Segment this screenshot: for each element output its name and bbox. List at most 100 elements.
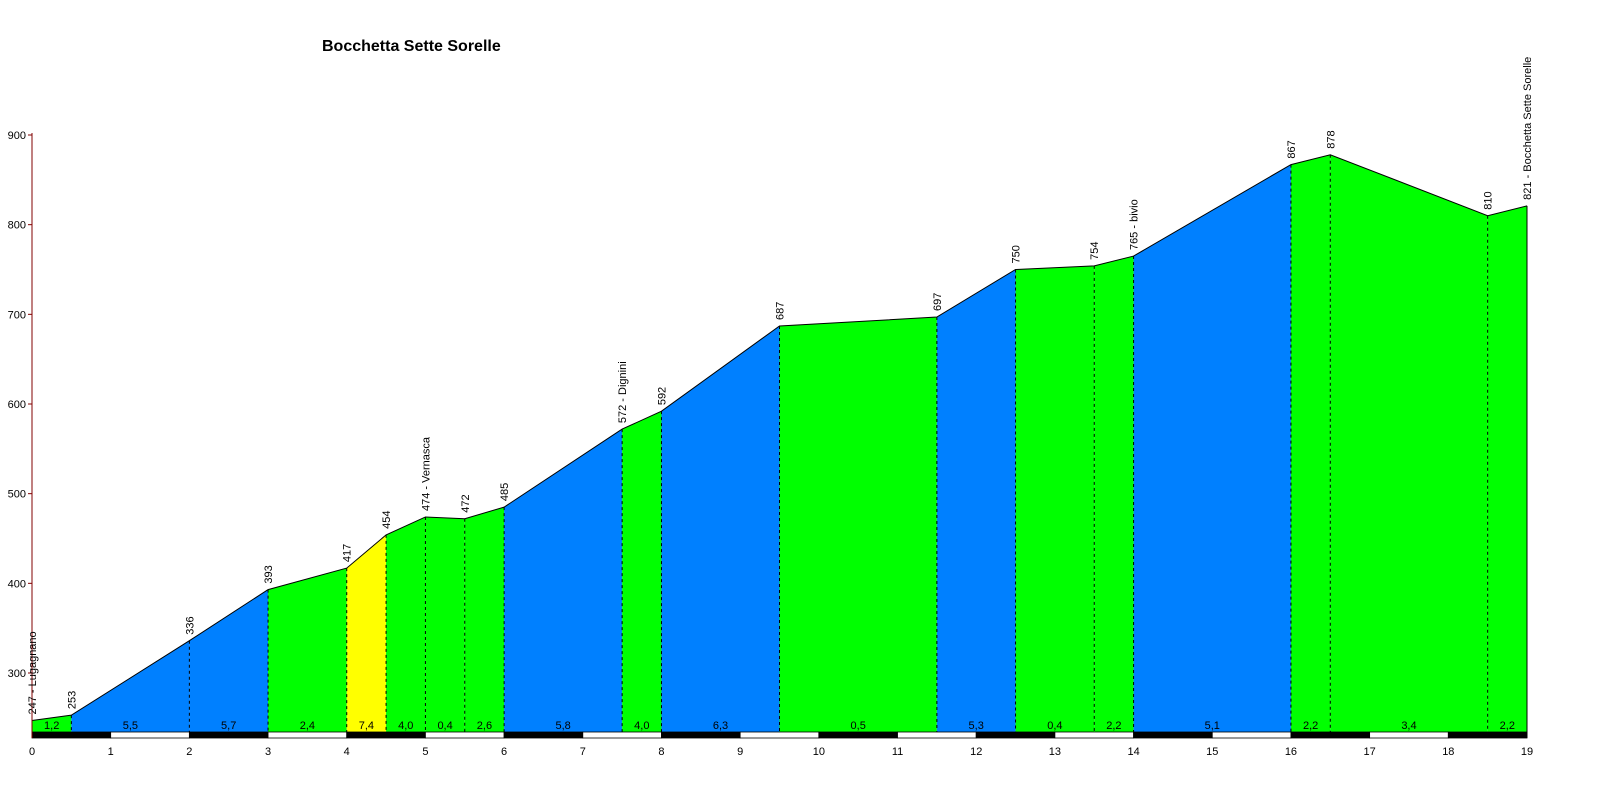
segment-fill-6 <box>386 516 426 732</box>
x-tick-label-19: 19 <box>1521 746 1533 758</box>
x-tick-label-7: 7 <box>580 746 586 758</box>
x-tick-label-11: 11 <box>892 746 903 758</box>
elevation-label-16: 765 - bivio <box>1129 199 1141 250</box>
scale-block-10 <box>818 731 898 739</box>
x-tick-label-4: 4 <box>344 746 350 758</box>
x-tick-label-15: 15 <box>1206 746 1218 758</box>
gradient-label-7: 0,4 <box>437 720 452 732</box>
elevation-label-13: 697 <box>932 293 944 311</box>
gradient-label-17: 2,2 <box>1303 720 1318 732</box>
elevation-label-17: 867 <box>1286 140 1298 158</box>
x-tick-label-17: 17 <box>1364 746 1376 758</box>
elevation-label-8: 472 <box>460 494 472 512</box>
segment-fill-15 <box>1094 256 1134 732</box>
segment-fill-16 <box>1133 164 1291 733</box>
segment-fill-10 <box>622 411 662 732</box>
x-tick-label-8: 8 <box>658 746 664 758</box>
elevation-label-12: 687 <box>775 302 787 320</box>
gradient-label-19: 2,2 <box>1500 720 1515 732</box>
elevation-label-10: 572 - Dignini <box>617 361 629 423</box>
chart-title: Bocchetta Sette Sorelle <box>322 38 501 55</box>
elevation-label-15: 754 <box>1089 242 1101 260</box>
segment-fill-11 <box>661 325 780 732</box>
x-tick-label-1: 1 <box>108 746 114 758</box>
scale-block-16 <box>1290 731 1371 739</box>
segment-dividers <box>70 154 1489 732</box>
gradient-label-18: 3,4 <box>1401 720 1416 732</box>
gradient-label-11: 6,3 <box>713 720 728 732</box>
scale-block-8 <box>661 731 741 739</box>
elevation-label-5: 417 <box>342 544 354 562</box>
x-tick-label-2: 2 <box>186 746 192 758</box>
gradient-label-6: 4,0 <box>398 720 413 732</box>
scale-block-15 <box>1211 731 1292 739</box>
gradient-label-8: 2,6 <box>477 720 492 732</box>
elevation-label-3: 336 <box>184 616 196 634</box>
x-tick-label-16: 16 <box>1285 746 1297 758</box>
scale-block-3 <box>267 731 348 739</box>
elevation-label-14: 750 <box>1011 245 1023 263</box>
gradient-labels: 1,2 5,5 5,7 2,4 7,4 4,0 0,4 2,6 5,8 4,0 6,3 0,5 5,3 0… <box>44 720 1515 732</box>
elevation-labels: 247 - Lugagnano 253 336 393 417 454 474 - Vern… <box>27 57 1534 715</box>
elevation-label-20: 821 - Bocchetta Sette Sorelle <box>1522 57 1534 200</box>
scale-block-0 <box>31 731 112 739</box>
x-tick-label-9: 9 <box>737 746 743 758</box>
scale-block-18 <box>1447 731 1528 739</box>
segment-fill-14 <box>1015 265 1095 732</box>
scale-block-6 <box>503 731 584 739</box>
x-tick-label-0: 0 <box>29 746 35 758</box>
segment-fill-4 <box>268 568 347 732</box>
gradient-label-3: 5,7 <box>221 720 236 732</box>
gradient-label-9: 5,8 <box>555 720 570 732</box>
elevation-label-2: 253 <box>66 691 78 709</box>
segment-fill-3 <box>189 589 269 732</box>
elevation-label-1: 247 - Lugagnano <box>27 631 39 714</box>
x-tick-label-10: 10 <box>813 746 825 758</box>
y-tick-label-600: 600 <box>8 399 26 411</box>
segment-fill-8 <box>464 507 505 732</box>
y-tick-label-700: 700 <box>8 309 26 321</box>
segment-fill-7 <box>425 516 465 732</box>
elevation-label-18: 878 <box>1325 130 1337 148</box>
x-tick-label-3: 3 <box>265 746 271 758</box>
segment-fill-13 <box>936 269 1016 732</box>
scale-block-11 <box>897 731 977 739</box>
x-tick-label-6: 6 <box>501 746 507 758</box>
gradient-label-16: 5,1 <box>1205 720 1220 732</box>
scale-block-1 <box>110 731 190 739</box>
elevation-label-6: 454 <box>381 511 393 529</box>
gradient-label-13: 5,3 <box>969 720 984 732</box>
gradient-label-1: 1,2 <box>44 720 59 732</box>
elevation-label-4: 393 <box>263 565 275 583</box>
gradient-label-14: 0,4 <box>1047 720 1062 732</box>
scale-block-13 <box>1054 731 1134 739</box>
scale-block-7 <box>582 731 662 739</box>
segment-fill-19 <box>1487 205 1527 732</box>
profile-line <box>31 154 1528 722</box>
x-tick-label-5: 5 <box>422 746 428 758</box>
gradient-label-4: 2,4 <box>300 720 315 732</box>
segment-fill-18 <box>1330 154 1488 732</box>
segment-fill-9 <box>504 429 623 732</box>
y-tick-label-800: 800 <box>8 220 26 232</box>
scale-block-4 <box>346 731 426 739</box>
segment-fill-12 <box>779 317 937 732</box>
segment-fill-5 <box>346 534 387 732</box>
elevation-label-11: 592 <box>656 387 668 405</box>
scale-block-5 <box>425 731 505 739</box>
gradient-label-5: 7,4 <box>359 720 374 732</box>
y-tick-label-400: 400 <box>8 578 26 590</box>
gradient-label-12: 0,5 <box>851 720 866 732</box>
y-tick-label-300: 300 <box>8 668 26 680</box>
gradient-label-10: 4,0 <box>634 720 649 732</box>
scale-block-2 <box>188 731 269 739</box>
segment-fill-2 <box>71 640 190 732</box>
distance-scale-bar <box>31 731 1528 739</box>
scale-block-14 <box>1133 731 1213 739</box>
elevation-label-7: 474 - Vernasca <box>420 436 432 511</box>
scale-block-17 <box>1369 731 1449 739</box>
elevation-label-19: 810 <box>1483 191 1495 209</box>
x-tick-label-13: 13 <box>1049 746 1061 758</box>
gradient-label-15: 2,2 <box>1106 720 1121 732</box>
